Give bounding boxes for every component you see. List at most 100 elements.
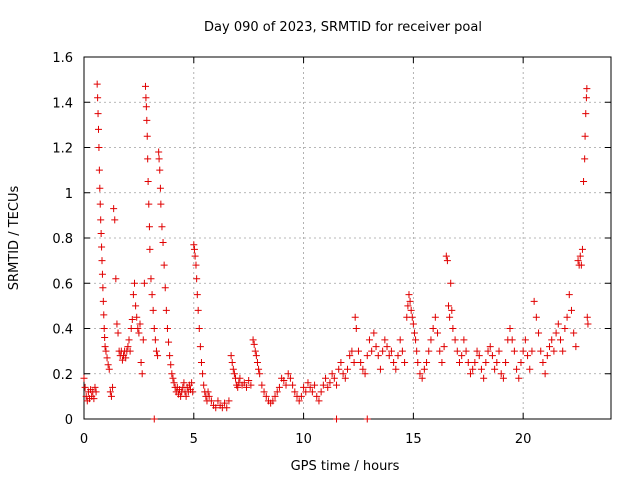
data-point [163,325,171,332]
data-point [330,374,338,382]
data-point [97,216,105,224]
data-point [128,315,136,323]
data-point [129,291,137,299]
data-point [156,184,164,192]
data-point [300,383,308,391]
data-point [315,397,323,405]
data-point [346,352,354,360]
data-point [193,291,201,299]
data-point [196,343,204,351]
data-point [189,388,197,396]
data-point [225,397,233,405]
data-point [451,336,459,344]
data-point [390,358,398,366]
data-point [275,383,283,391]
data-point [199,370,207,378]
data-point [554,320,562,328]
data-point [333,381,341,389]
data-point [425,347,433,355]
data-point [104,361,112,369]
data-point [475,352,483,360]
data-point [255,365,263,373]
data-point [99,297,107,305]
data-point [131,279,139,287]
data-point [193,275,201,283]
data-point [326,379,334,387]
data-point [351,313,359,321]
data-point [145,200,153,208]
data-point [517,358,525,366]
data-point [144,155,152,163]
data-point [126,347,134,355]
data-point [434,329,442,337]
data-point [563,313,571,321]
data-point [445,302,453,310]
data-point [308,388,316,396]
data-point [162,306,170,314]
data-point [256,370,264,378]
data-point [227,352,235,360]
tick-labels: 0 0.2 0.4 0.6 0.8 1 1.2 1.4 1.6 0 5 10 15 20 [52,51,531,447]
data-point [427,336,435,344]
data-point [295,397,303,405]
data-point [234,383,242,391]
data-point [149,306,157,314]
y-tick-label: 1.2 [52,142,73,157]
data-point [297,392,305,400]
data-point [477,365,485,373]
data-point [144,177,152,185]
data-point [95,166,103,174]
data-point [337,358,345,366]
data-point [146,245,154,253]
data-point [180,379,188,387]
data-point [214,397,222,405]
data-point [582,94,590,102]
data-point [508,336,516,344]
data-point [409,320,417,328]
x-tick-label: 0 [80,432,88,447]
data-point [158,223,166,231]
data-point [515,374,523,382]
data-point [138,370,146,378]
data-point [552,329,560,337]
data-point [223,404,231,412]
data-point [521,336,529,344]
data-point [101,334,109,342]
data-point [111,216,119,224]
data-point [98,257,106,265]
data-point [438,358,446,366]
data-point [103,354,111,362]
data-point [194,306,202,314]
data-point [228,358,236,366]
data-point [541,370,549,378]
data-point [229,365,237,373]
data-point [167,361,175,369]
data-point [405,291,413,299]
data-point [251,347,259,355]
data-point [81,383,89,391]
data-point [486,343,494,351]
baseline-marker [363,415,371,423]
data-point [142,94,150,102]
data-point [147,275,155,283]
data-point [94,94,102,102]
data-point [447,279,455,287]
data-point [339,370,347,378]
data-point [420,365,428,373]
data-point [414,358,422,366]
data-point [156,166,164,174]
data-point [519,347,527,355]
data-point [221,399,229,407]
data-point [502,358,510,366]
data-point [191,252,199,260]
data-point [132,302,140,310]
data-point [473,347,481,355]
data-point [112,275,120,283]
data-point [151,336,159,344]
data-point [245,377,253,385]
data-point [80,374,88,382]
data-point [136,320,144,328]
x-tick-label: 10 [295,432,312,447]
data-point [565,291,573,299]
data-point [289,381,297,389]
